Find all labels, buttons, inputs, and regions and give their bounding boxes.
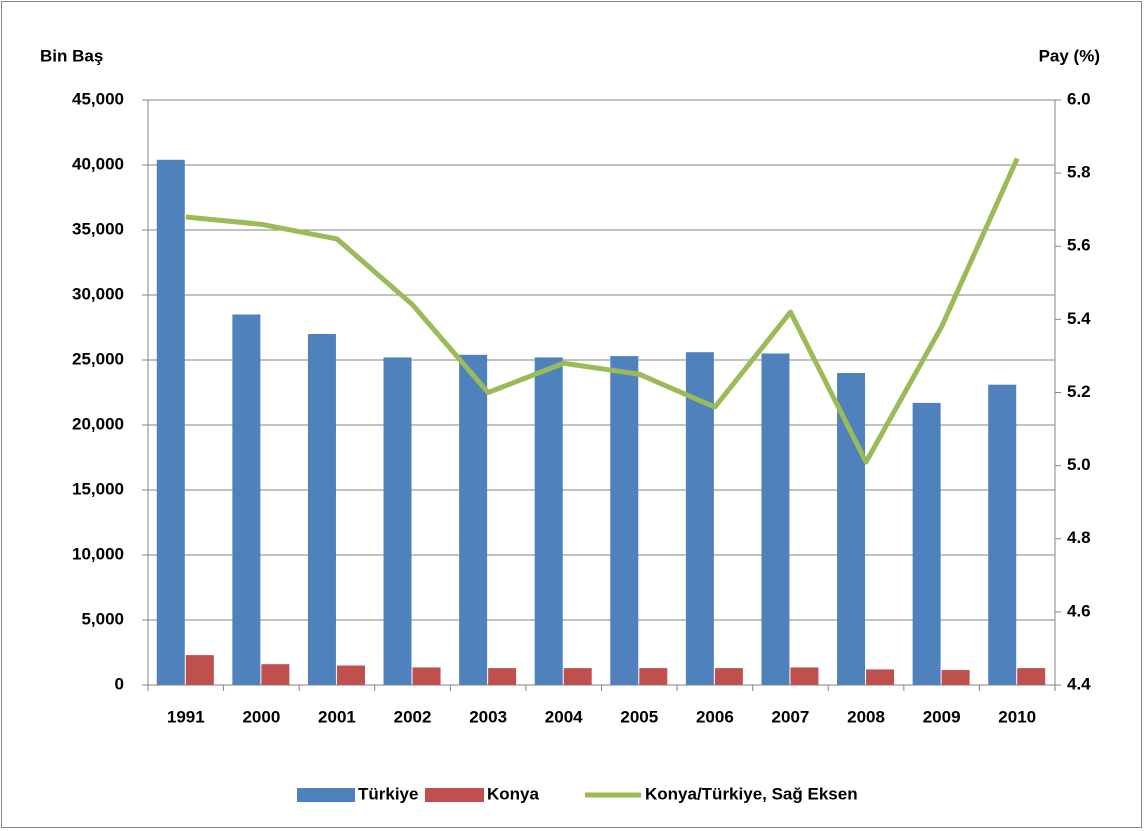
- y2-axis-title: Pay (%): [1039, 46, 1100, 65]
- bar: [941, 670, 970, 685]
- bar: [610, 356, 639, 685]
- y2-tick-label: 5.6: [1067, 236, 1091, 255]
- y-tick-label: 30,000: [72, 284, 124, 303]
- bar: [790, 667, 819, 685]
- bar: [232, 314, 261, 685]
- bar: [534, 357, 563, 685]
- y2-tick-label: 5.8: [1067, 163, 1091, 182]
- x-tick-label: 2008: [847, 707, 885, 726]
- x-tick-label: 2003: [469, 707, 507, 726]
- y-tick-label: 45,000: [72, 89, 124, 108]
- y-tick-label: 10,000: [72, 544, 124, 563]
- bar: [685, 352, 714, 685]
- y-tick-label: 15,000: [72, 479, 124, 498]
- legend-label: Konya/Türkiye, Sağ Eksen: [645, 784, 858, 803]
- x-tick-label: 2004: [545, 707, 583, 726]
- y2-tick-label: 5.0: [1067, 455, 1091, 474]
- x-tick-label: 1991: [167, 707, 205, 726]
- y2-tick-label: 4.6: [1067, 601, 1091, 620]
- x-tick-label: 2001: [318, 707, 356, 726]
- bar: [412, 667, 441, 685]
- y-tick-label: 5,000: [81, 609, 124, 628]
- y2-tick-label: 5.4: [1067, 309, 1091, 328]
- bar: [639, 668, 668, 685]
- bar: [488, 668, 517, 685]
- bar: [837, 373, 866, 685]
- y-tick-label: 40,000: [72, 154, 124, 173]
- bar: [336, 665, 365, 685]
- x-tick-label: 2007: [772, 707, 810, 726]
- x-tick-label: 2000: [242, 707, 280, 726]
- y-tick-label: 25,000: [72, 349, 124, 368]
- y-tick-label: 0: [115, 674, 124, 693]
- x-tick-label: 2002: [394, 707, 432, 726]
- y2-tick-label: 4.4: [1067, 674, 1091, 693]
- bar: [761, 353, 790, 685]
- bar: [383, 357, 412, 685]
- x-tick-label: 2006: [696, 707, 734, 726]
- bar: [912, 402, 941, 685]
- x-tick-label: 2010: [998, 707, 1036, 726]
- line: [185, 157, 1020, 465]
- bar: [988, 384, 1017, 685]
- y2-tick-label: 5.2: [1067, 382, 1091, 401]
- bar: [261, 664, 290, 685]
- legend-swatch: [297, 788, 355, 802]
- bar: [1017, 668, 1046, 685]
- bar: [459, 354, 488, 685]
- legend-swatch: [425, 788, 484, 802]
- y2-tick-label: 4.8: [1067, 528, 1091, 547]
- bar: [714, 668, 743, 685]
- bar: [185, 655, 214, 685]
- bar: [156, 159, 185, 686]
- legend-label: Konya: [487, 784, 540, 803]
- x-tick-label: 2009: [923, 707, 961, 726]
- bar: [307, 334, 336, 685]
- y-tick-label: 35,000: [72, 219, 124, 238]
- y-tick-label: 20,000: [72, 414, 124, 433]
- bar: [563, 668, 592, 685]
- bar: [866, 669, 895, 685]
- x-tick-label: 2005: [620, 707, 658, 726]
- y2-tick-label: 6.0: [1067, 89, 1091, 108]
- legend-label: Türkiye: [358, 784, 418, 803]
- y-axis-title: Bin Baş: [40, 46, 103, 65]
